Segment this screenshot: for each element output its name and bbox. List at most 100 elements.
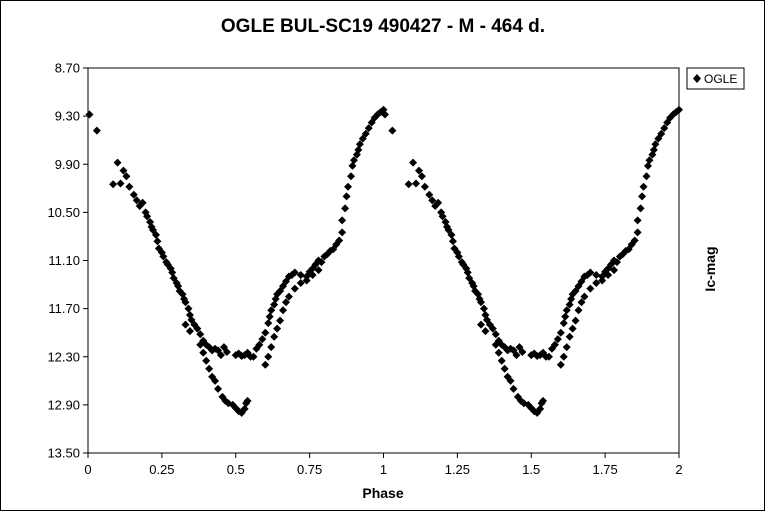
data-point	[284, 292, 293, 301]
data-point	[518, 347, 527, 356]
data-point	[438, 212, 447, 221]
data-point	[561, 312, 570, 321]
data-point	[202, 356, 211, 365]
y-tick-label: 9.30	[55, 109, 80, 124]
plot-area	[87, 67, 680, 454]
data-point	[270, 332, 279, 341]
data-point	[151, 230, 160, 239]
data-point	[338, 228, 347, 237]
data-point	[196, 330, 205, 339]
data-point	[119, 166, 128, 175]
data-point	[296, 278, 305, 287]
data-point	[264, 352, 273, 361]
y-axis: 8.70 9.30 9.90 10.50 11.10 11.70 12.30 12.90 13.…	[47, 61, 88, 461]
data-point	[609, 266, 618, 275]
data-point	[341, 204, 350, 213]
data-point	[447, 230, 456, 239]
data-point	[612, 258, 621, 267]
data-point	[477, 298, 486, 307]
data-point	[598, 276, 607, 285]
y-tick-label: 12.30	[47, 349, 80, 364]
data-point	[577, 298, 586, 307]
data-point	[243, 396, 252, 405]
data-point	[240, 404, 249, 413]
data-point	[270, 300, 279, 309]
data-point	[314, 266, 323, 275]
data-point	[116, 179, 125, 188]
data-point	[544, 352, 553, 361]
data-point	[565, 300, 574, 309]
x-tick-label: 2	[675, 462, 682, 477]
y-tick-label: 13.50	[47, 446, 80, 461]
legend-label: OGLE	[704, 72, 737, 86]
data-point	[355, 140, 364, 149]
data-point	[308, 270, 317, 279]
data-point	[196, 340, 205, 349]
data-point	[550, 340, 559, 349]
data-point	[276, 316, 285, 325]
data-point	[491, 340, 500, 349]
data-point	[279, 306, 288, 315]
data-point	[512, 351, 521, 360]
legend-box	[686, 67, 745, 90]
data-point	[335, 236, 344, 245]
data-point	[290, 268, 299, 277]
data-point	[255, 340, 264, 349]
data-point	[214, 384, 223, 393]
legend-marker-diamond-icon	[693, 74, 701, 83]
data-point	[675, 105, 683, 114]
x-tick-label: 0.5	[227, 462, 245, 477]
data-point	[453, 248, 462, 257]
data-point	[559, 352, 568, 361]
data-point	[638, 192, 647, 201]
data-point	[281, 298, 290, 307]
data-point	[290, 284, 299, 293]
data-point	[509, 384, 518, 393]
data-point	[643, 161, 652, 170]
data-point	[414, 166, 423, 175]
data-point	[506, 376, 515, 385]
x-tick-label: 0	[84, 462, 91, 477]
data-point	[199, 348, 208, 357]
data-point	[338, 216, 347, 225]
data-point	[85, 110, 94, 119]
data-point	[302, 276, 311, 285]
y-tick-label: 11.10	[48, 253, 80, 268]
data-point	[412, 179, 421, 188]
data-point	[92, 126, 101, 135]
x-tick-label: 0.25	[149, 462, 174, 477]
data-point	[497, 356, 506, 365]
data-point	[417, 172, 426, 181]
data-point	[586, 268, 595, 277]
y-tick-label: 9.90	[55, 157, 80, 172]
data-point	[420, 182, 429, 191]
data-point	[409, 158, 418, 167]
data-point	[565, 332, 574, 341]
data-point	[264, 319, 273, 328]
x-axis: 0 0.25 0.5 0.75 1 1.25 1.5 1.75 2	[84, 453, 683, 477]
data-point	[477, 320, 486, 329]
data-point	[559, 319, 568, 328]
data-point	[463, 268, 472, 277]
data-point	[273, 324, 282, 333]
data-point	[185, 327, 194, 336]
x-tick-label: 0.75	[297, 462, 322, 477]
data-point	[388, 126, 397, 135]
data-points	[85, 105, 683, 417]
data-point	[296, 270, 305, 279]
data-point	[645, 156, 654, 165]
data-point	[639, 182, 648, 191]
data-point	[649, 145, 658, 154]
data-point	[317, 258, 326, 267]
data-point	[348, 161, 357, 170]
data-point	[592, 270, 601, 279]
x-tick-label: 1.75	[592, 462, 617, 477]
data-point	[153, 237, 162, 246]
data-point	[633, 228, 642, 237]
chart-title: OGLE BUL-SC19 490427 - M - 464 d.	[221, 16, 545, 37]
data-point	[380, 110, 389, 119]
data-point	[216, 351, 225, 360]
data-point	[642, 172, 651, 181]
data-point	[109, 180, 118, 189]
